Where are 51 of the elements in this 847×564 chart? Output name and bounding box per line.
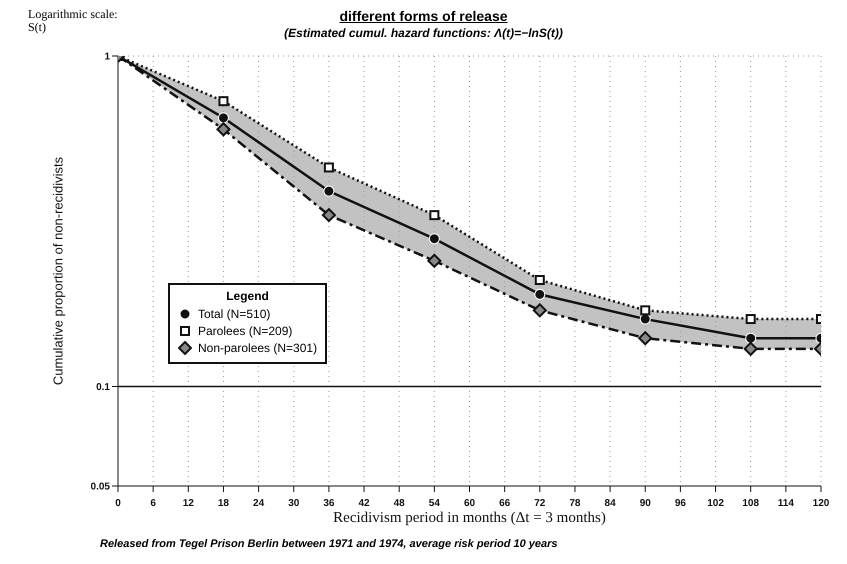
x-tick-label: 48 <box>394 498 406 509</box>
x-tick-label: 60 <box>464 498 476 509</box>
y-axis-title: Cumulative proportion of non-recidivists <box>50 156 66 386</box>
point <box>218 96 228 106</box>
point <box>532 303 547 318</box>
text: Logarithmic scale: S(t) <box>28 7 118 34</box>
point <box>638 331 652 346</box>
point <box>323 186 334 197</box>
x-tick-label: 54 <box>428 498 440 509</box>
point <box>640 305 650 316</box>
point <box>216 122 230 136</box>
point <box>744 342 758 356</box>
point <box>746 314 756 324</box>
x-tick-label: 78 <box>569 498 581 509</box>
x-tick-label: 36 <box>323 498 335 509</box>
x-tick-label: 96 <box>674 498 686 509</box>
y-tick-label: 0.05 <box>90 482 110 493</box>
x-tick-label: 6 <box>150 498 156 509</box>
x-tick-label: 42 <box>358 498 370 509</box>
point <box>428 233 440 244</box>
x-tick-label: 84 <box>604 498 616 509</box>
x-tick-label: 120 <box>812 498 830 509</box>
x-tick-label: 18 <box>218 498 230 509</box>
point <box>427 254 442 268</box>
point <box>218 112 229 124</box>
point <box>324 162 334 172</box>
y-tick-label: 0.1 <box>96 382 110 394</box>
point <box>322 208 336 222</box>
chart-subtitle: (Estimated cumul. hazard functions: Λ(t)=−lnS(t)) <box>284 26 563 40</box>
legend-title: Legend <box>225 289 270 303</box>
x-tick-label: 24 <box>253 498 265 509</box>
x-tick-label: 30 <box>288 498 300 509</box>
point <box>534 275 545 286</box>
text: Released from Tegel Prison Berlin between 1971 and 1974, average risk period 10 years <box>100 538 558 550</box>
x-axis-title: Recidivism period in months (Δt = 3 months) <box>333 510 606 526</box>
x-tick-label: 66 <box>499 498 511 509</box>
x-tick-label: 72 <box>534 498 546 509</box>
point <box>745 332 756 344</box>
y-tick-label: 1 <box>104 52 110 63</box>
x-tick-label: 0 <box>115 498 122 509</box>
point <box>534 288 546 300</box>
legend-label: Non-parolees (N=301) <box>198 341 318 355</box>
chart-title: different forms of release <box>339 8 508 24</box>
x-tick-label: 102 <box>707 498 724 509</box>
x-tick-label: 108 <box>742 498 760 509</box>
legend-label: Total (N=510) <box>198 307 270 321</box>
x-tick-label: 114 <box>778 498 794 509</box>
point <box>429 210 440 220</box>
legend-label: Parolees (N=209) <box>198 324 292 338</box>
x-tick-label: 90 <box>640 498 652 509</box>
x-tick-label: 12 <box>182 498 194 509</box>
